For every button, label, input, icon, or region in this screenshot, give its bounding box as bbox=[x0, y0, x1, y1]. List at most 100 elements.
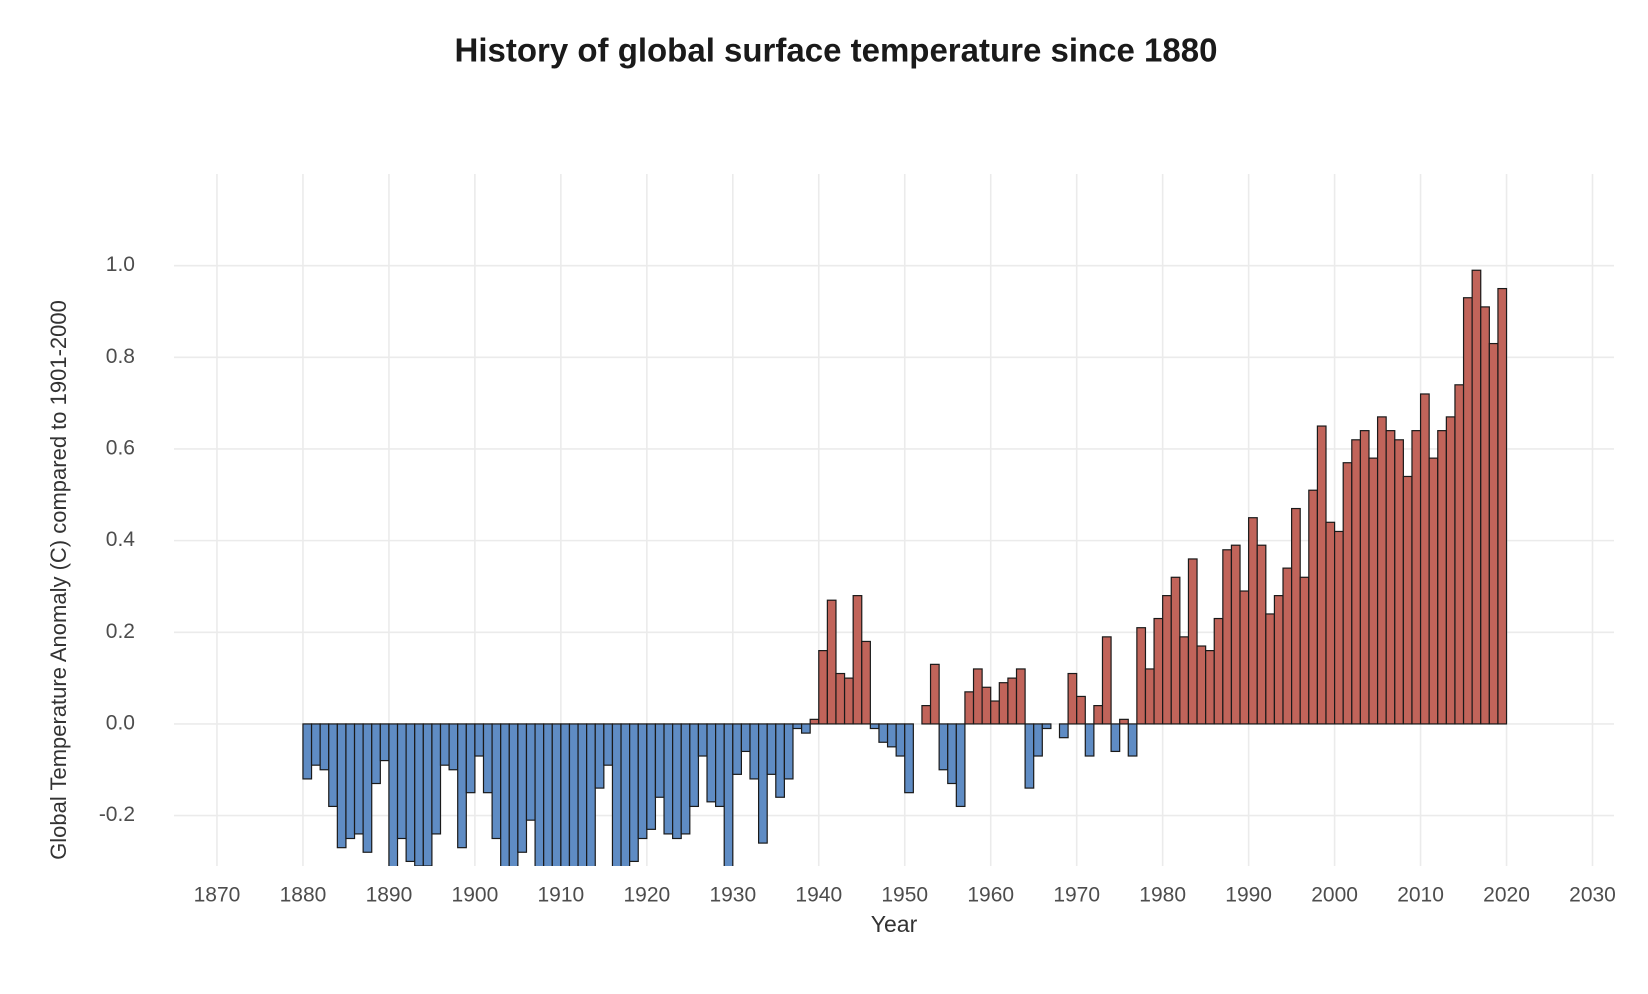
x-tick-label: 1950 bbox=[881, 884, 928, 907]
x-tick-label: 1910 bbox=[538, 884, 585, 907]
y-tick-label: 1.0 bbox=[106, 253, 135, 276]
bar bbox=[1351, 439, 1361, 725]
bar bbox=[1376, 416, 1387, 725]
bar bbox=[508, 723, 519, 866]
bar bbox=[1480, 306, 1490, 725]
x-tick-label: 2030 bbox=[1569, 884, 1616, 907]
bar bbox=[1419, 393, 1430, 725]
bar bbox=[921, 705, 932, 725]
bar bbox=[715, 723, 725, 808]
bar bbox=[371, 723, 381, 785]
bar bbox=[405, 723, 416, 863]
bar bbox=[1437, 430, 1447, 725]
bar bbox=[1076, 695, 1086, 725]
bar bbox=[1067, 672, 1078, 725]
bar bbox=[1205, 650, 1215, 725]
bar bbox=[843, 677, 854, 725]
bar bbox=[826, 599, 837, 725]
bar bbox=[1445, 416, 1456, 725]
bar bbox=[1119, 718, 1129, 725]
x-tick-label: 1960 bbox=[967, 884, 1014, 907]
bar bbox=[457, 723, 467, 849]
bar bbox=[878, 723, 889, 743]
bar bbox=[603, 723, 614, 766]
bar bbox=[1136, 627, 1147, 725]
bar bbox=[517, 723, 528, 853]
bar bbox=[491, 723, 502, 840]
bar bbox=[1222, 549, 1233, 725]
bar bbox=[964, 691, 975, 725]
bar bbox=[646, 723, 657, 830]
bar bbox=[611, 723, 622, 866]
bar bbox=[319, 723, 330, 771]
x-tick-label: 1970 bbox=[1053, 884, 1100, 907]
bar bbox=[345, 723, 356, 840]
y-tick-label: 0.6 bbox=[106, 437, 135, 460]
bar bbox=[353, 723, 364, 835]
bar bbox=[336, 723, 347, 849]
bar bbox=[500, 723, 510, 866]
bar bbox=[689, 723, 700, 808]
bar bbox=[1385, 430, 1396, 725]
bar bbox=[620, 723, 631, 866]
bar bbox=[482, 723, 493, 794]
bar bbox=[1342, 462, 1353, 725]
bar bbox=[1239, 590, 1250, 725]
x-tick-label: 1980 bbox=[1139, 884, 1186, 907]
bar bbox=[861, 640, 871, 725]
bar bbox=[818, 650, 828, 725]
bar bbox=[1256, 544, 1267, 725]
bar bbox=[396, 723, 407, 840]
bar bbox=[1153, 617, 1164, 725]
bar bbox=[1024, 723, 1035, 789]
x-axis-label: Year bbox=[871, 911, 918, 937]
x-tick-label: 1880 bbox=[280, 884, 327, 907]
bar bbox=[929, 663, 940, 725]
bar bbox=[474, 723, 485, 757]
bar bbox=[998, 682, 1009, 725]
bar bbox=[1196, 645, 1207, 725]
bar bbox=[1230, 544, 1241, 725]
bar bbox=[749, 723, 760, 780]
bar bbox=[448, 723, 459, 771]
bar bbox=[310, 723, 321, 766]
x-tick-label: 1990 bbox=[1225, 884, 1272, 907]
bar bbox=[1041, 723, 1052, 730]
bar bbox=[1299, 576, 1310, 725]
y-axis-label: Global Temperature Anomaly (C) compared … bbox=[46, 300, 71, 860]
bar bbox=[525, 723, 536, 821]
bar bbox=[422, 723, 433, 866]
bar bbox=[1282, 567, 1293, 725]
bar bbox=[1213, 617, 1224, 725]
bar bbox=[594, 723, 605, 789]
bar bbox=[886, 723, 897, 748]
bar bbox=[947, 723, 957, 785]
bar bbox=[1308, 489, 1319, 725]
bar bbox=[1394, 439, 1404, 725]
bar bbox=[586, 723, 596, 866]
bar bbox=[1093, 705, 1104, 725]
bar bbox=[577, 723, 588, 866]
bar bbox=[431, 723, 442, 835]
bar bbox=[302, 723, 313, 780]
chart-title: History of global surface temperature si… bbox=[455, 32, 1218, 69]
bar bbox=[972, 668, 983, 725]
bar bbox=[809, 718, 820, 725]
x-tick-label: 1890 bbox=[366, 884, 413, 907]
bar bbox=[1187, 558, 1198, 725]
bar bbox=[1325, 521, 1336, 725]
bar bbox=[1402, 475, 1413, 725]
x-tick-label: 2010 bbox=[1397, 884, 1444, 907]
bar bbox=[1497, 287, 1508, 725]
x-tick-label: 1940 bbox=[795, 884, 842, 907]
x-tick-label: 2000 bbox=[1311, 884, 1358, 907]
bar bbox=[1273, 595, 1284, 725]
bar bbox=[1101, 636, 1112, 725]
bar bbox=[938, 723, 949, 771]
bar bbox=[379, 723, 390, 762]
bar bbox=[1110, 723, 1121, 753]
bar bbox=[560, 723, 571, 866]
y-tick-label: 0.0 bbox=[106, 711, 135, 734]
bar bbox=[1368, 457, 1379, 725]
x-tick-label: 1930 bbox=[709, 884, 756, 907]
